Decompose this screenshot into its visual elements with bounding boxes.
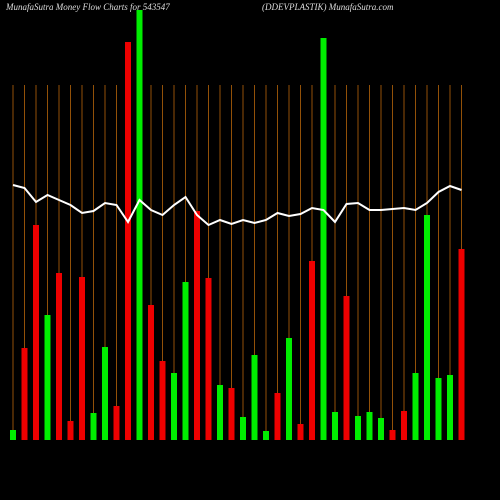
bar	[458, 249, 465, 440]
bar	[378, 418, 384, 440]
bar	[320, 38, 327, 440]
bar	[412, 373, 419, 440]
bar	[263, 431, 269, 440]
bar	[113, 406, 120, 440]
bar	[447, 375, 453, 440]
bar	[228, 388, 235, 440]
bar	[67, 421, 74, 440]
bar	[159, 361, 166, 440]
bar	[424, 215, 430, 440]
bar	[389, 430, 396, 440]
chart-title: MunafaSutra Money Flow Charts for 543547	[5, 2, 170, 12]
bar	[240, 417, 246, 440]
bar	[217, 385, 223, 440]
money-flow-line	[12, 184, 462, 227]
bar	[435, 378, 442, 440]
bar	[136, 10, 143, 440]
bar	[171, 373, 177, 440]
chart-subtitle: (DDEVPLASTIK) MunafaSutra.com	[262, 2, 394, 12]
bar	[10, 430, 16, 440]
bar	[194, 211, 200, 440]
bar	[148, 305, 154, 440]
bar	[401, 411, 407, 440]
bar	[251, 355, 258, 440]
bar	[274, 393, 281, 440]
bar	[205, 278, 212, 440]
bar	[286, 338, 292, 440]
bar	[332, 412, 338, 440]
bar	[366, 412, 373, 440]
bar	[21, 348, 28, 440]
bar	[33, 225, 39, 440]
bar	[355, 416, 361, 440]
bar	[56, 273, 62, 440]
bar	[44, 315, 51, 440]
bar	[309, 261, 315, 440]
bar	[125, 42, 131, 440]
bar	[182, 282, 189, 440]
bar	[90, 413, 97, 440]
bar	[297, 424, 304, 440]
bar	[343, 296, 350, 440]
bar	[102, 347, 108, 440]
bar	[79, 277, 85, 440]
